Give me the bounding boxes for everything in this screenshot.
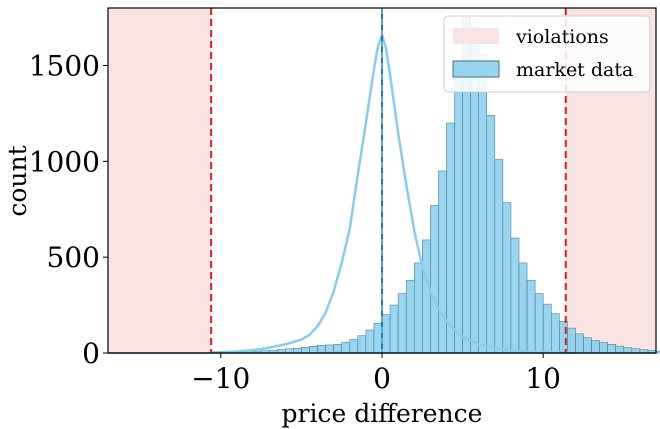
kde-line xyxy=(212,33,576,354)
histogram-bar xyxy=(430,205,439,354)
histogram-bar xyxy=(301,347,310,354)
histogram-bar xyxy=(510,237,520,354)
histogram-bar xyxy=(575,333,584,354)
histogram-bar xyxy=(494,159,504,354)
histogram-bar xyxy=(542,303,552,354)
histogram-bar xyxy=(373,323,383,354)
legend-swatch-market-data xyxy=(452,60,500,78)
histogram-bar xyxy=(357,335,367,354)
histogram-bar xyxy=(446,122,455,354)
histogram-bar xyxy=(365,329,375,354)
histogram-bar xyxy=(567,327,576,354)
histogram-bar xyxy=(623,347,633,354)
histogram-bar xyxy=(325,344,334,354)
histogram-bar xyxy=(550,313,560,354)
histogram-bar xyxy=(438,170,447,354)
histogram-bar xyxy=(349,339,359,354)
legend-label-market-data: market data xyxy=(516,59,633,81)
histogram-bar xyxy=(413,262,423,354)
histogram-bar xyxy=(397,293,407,354)
histogram-bar xyxy=(333,344,342,354)
histogram-bar xyxy=(518,262,528,354)
violation-region-left xyxy=(108,8,212,353)
x-axis-label: price difference xyxy=(282,399,483,428)
x-tick-label: 0 xyxy=(373,362,391,395)
legend-label-violations: violations xyxy=(515,26,609,48)
histogram-bar xyxy=(389,304,399,354)
y-axis-label: count xyxy=(3,145,32,216)
y-tick-label: 1000 xyxy=(29,145,100,178)
y-tick-label: 1500 xyxy=(29,50,100,83)
histogram-bar xyxy=(599,342,608,354)
x-axis-ticks: −10 0 10 xyxy=(191,353,561,395)
histogram-bar xyxy=(607,344,616,354)
x-tick-label: −10 xyxy=(191,362,250,395)
histogram-bar xyxy=(454,69,463,354)
histogram-bar xyxy=(526,279,536,354)
histogram-bar xyxy=(478,53,488,354)
legend-swatch-violations xyxy=(453,28,499,44)
histogram-bar xyxy=(534,293,544,354)
histogram-bar xyxy=(341,342,351,354)
legend: violations market data xyxy=(443,15,651,93)
histogram-bar xyxy=(559,321,568,354)
histogram-bar xyxy=(591,340,600,354)
histogram-bar xyxy=(486,115,496,354)
y-tick-label: 0 xyxy=(82,337,100,370)
y-axis-ticks: 0 500 1000 1500 xyxy=(29,50,108,370)
x-tick-label: 10 xyxy=(525,362,561,395)
histogram-bar xyxy=(422,239,431,354)
histogram-bar xyxy=(317,345,326,354)
histogram-bar xyxy=(309,346,318,354)
histogram-bar xyxy=(583,337,592,354)
histogram-bar xyxy=(502,202,512,354)
histogram-bar xyxy=(615,345,625,354)
histogram-bar xyxy=(381,314,391,354)
histogram-bar xyxy=(405,279,415,354)
kde-curve xyxy=(212,33,576,354)
y-tick-label: 500 xyxy=(47,241,100,274)
